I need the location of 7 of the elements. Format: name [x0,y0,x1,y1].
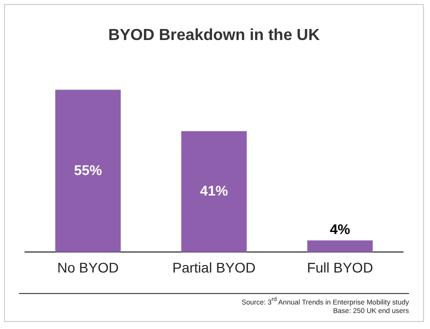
data-label: 4% [330,221,351,238]
x-tick-label: Full BYOD [306,259,374,276]
x-tick-label: Partial BYOD [172,259,256,276]
x-tick-label: No BYOD [57,259,119,276]
chart-title: BYOD Breakdown in the UK [107,27,321,45]
data-label: 41% [200,182,229,199]
data-label: 55% [74,162,103,178]
